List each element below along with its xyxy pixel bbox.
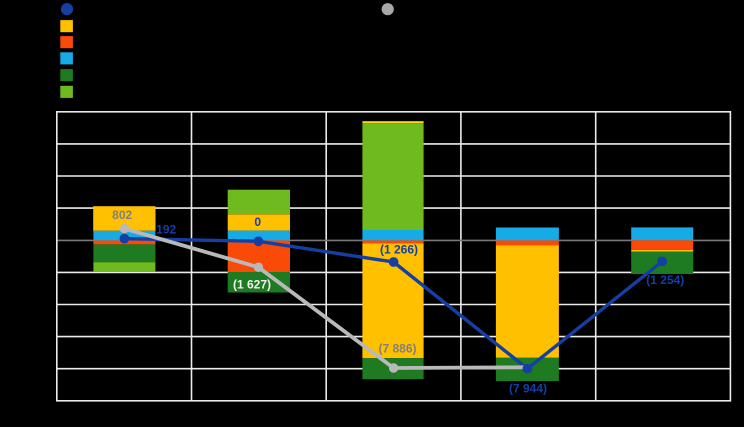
svg-text:(7 886): (7 886) [378, 342, 416, 356]
svg-text:(7 944): (7 944) [509, 381, 547, 395]
svg-text:(1 266): (1 266) [380, 243, 418, 257]
svg-text:192: 192 [156, 223, 176, 237]
svg-text:0: 0 [254, 215, 261, 229]
svg-text:(1 627): (1 627) [233, 278, 271, 292]
svg-text:(1 254): (1 254) [646, 273, 684, 287]
svg-text:802: 802 [112, 208, 132, 222]
